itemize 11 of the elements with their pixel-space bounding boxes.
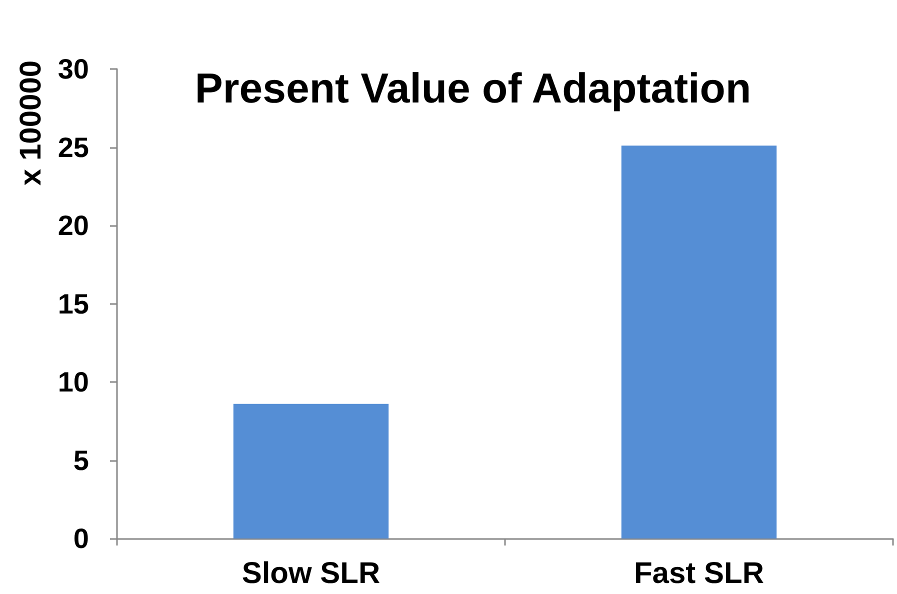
y-tick-label: 5 [73,444,89,476]
y-tick-label: 25 [58,132,89,163]
chart-title: Present Value of Adaptation [194,64,752,112]
y-tick-label: 15 [58,288,89,320]
x-tick-label: Fast SLR [634,557,764,590]
y-tick-label: 0 [73,523,89,554]
y-tick-label: 10 [58,366,89,398]
y-axis-title: x 100000 [14,60,48,186]
x-tick-label: Slow SLR [242,557,381,590]
y-tick-label: 30 [58,54,89,84]
y-tick-label: 20 [58,210,89,241]
